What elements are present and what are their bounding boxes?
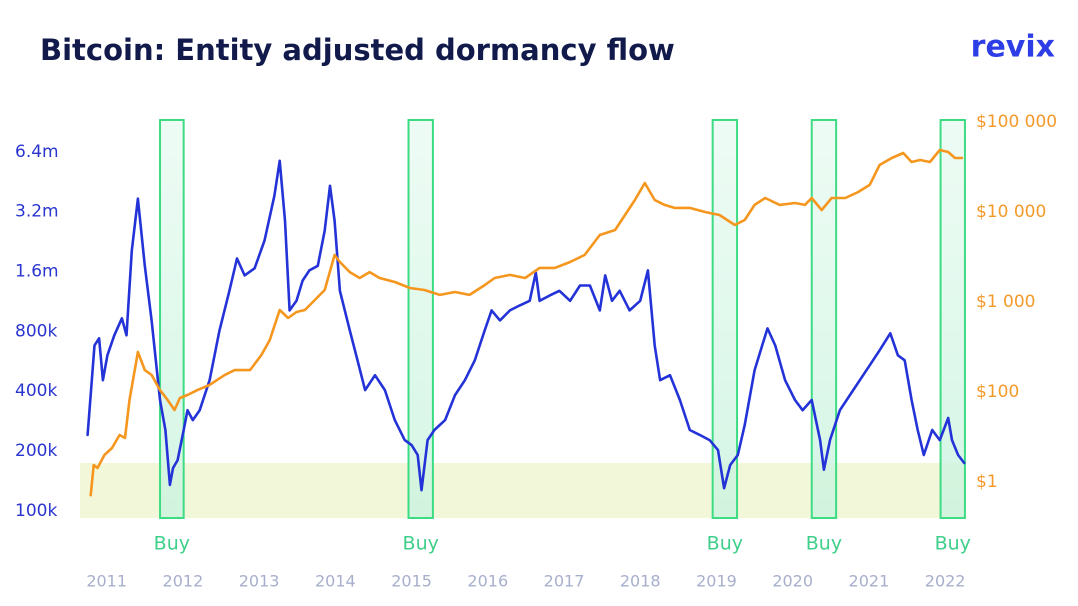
x-tick-label: 2016 bbox=[467, 572, 508, 591]
y-tick-label: 1.6m bbox=[15, 262, 59, 282]
series-line bbox=[89, 148, 964, 497]
buy-label: Buy bbox=[707, 533, 743, 555]
x-tick-label: 2022 bbox=[925, 572, 966, 591]
y-tick-label: 3.2m bbox=[15, 202, 59, 222]
y-tick-label: 800k bbox=[15, 321, 57, 341]
x-tick-label: 2021 bbox=[849, 572, 890, 591]
buy-zone bbox=[407, 119, 434, 519]
x-tick-label: 2019 bbox=[696, 572, 737, 591]
x-tick-label: 2017 bbox=[544, 572, 585, 591]
y2-tick-label: $100 bbox=[976, 382, 1019, 402]
buy-zone bbox=[810, 119, 838, 519]
y-tick-label: 100k bbox=[15, 501, 57, 521]
y2-tick-label: $1 bbox=[976, 472, 998, 492]
lines bbox=[86, 148, 966, 497]
buy-label: Buy bbox=[403, 533, 439, 555]
x-tick-label: 2018 bbox=[620, 572, 661, 591]
buy-label: Buy bbox=[935, 533, 971, 555]
y-tick-label: 400k bbox=[15, 381, 57, 401]
x-tick-label: 2011 bbox=[86, 572, 127, 591]
series-line bbox=[86, 159, 966, 492]
buy-zones bbox=[159, 119, 966, 519]
x-tick-label: 2020 bbox=[772, 572, 813, 591]
x-tick-label: 2015 bbox=[391, 572, 432, 591]
buy-zone bbox=[159, 119, 185, 519]
x-tick-label: 2012 bbox=[163, 572, 204, 591]
y-tick-label: 6.4m bbox=[15, 142, 59, 162]
chart-title: Bitcoin: Entity adjusted dormancy flow bbox=[40, 33, 675, 67]
logo: revix bbox=[971, 30, 1055, 65]
buy-zone bbox=[939, 119, 966, 519]
buy-label: Buy bbox=[154, 533, 190, 555]
y-tick-label: 200k bbox=[15, 441, 57, 461]
buy-zone bbox=[711, 119, 739, 519]
y2-tick-label: $100 000 bbox=[976, 112, 1057, 132]
x-tick-label: 2013 bbox=[239, 572, 280, 591]
y2-tick-label: $1 000 bbox=[976, 292, 1035, 312]
buy-label: Buy bbox=[806, 533, 842, 555]
x-tick-label: 2014 bbox=[315, 572, 356, 591]
y2-tick-label: $10 000 bbox=[976, 202, 1046, 222]
